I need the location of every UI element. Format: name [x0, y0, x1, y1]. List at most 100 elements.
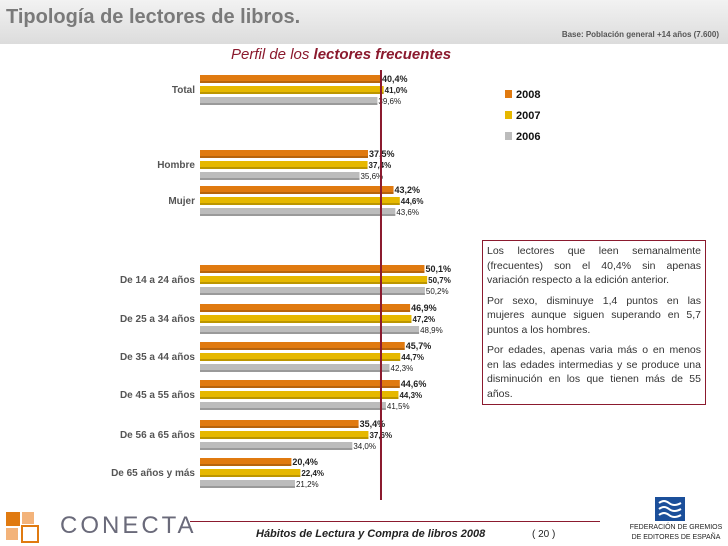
page-number: ( 20 ) [532, 529, 556, 540]
bar-2008-de-65-a-os-y-m-s [200, 458, 292, 466]
bar-2006-de-45-a-55-a-os [200, 402, 386, 410]
bar-shade [200, 214, 396, 216]
bar-2006-hombre [200, 172, 360, 180]
data-label-2007-de-45-a-55-a-os: 44,3% [399, 391, 422, 400]
bar-2006-de-65-a-os-y-m-s [200, 480, 295, 488]
subtitle-emphasis: lectores frecuentes [313, 46, 452, 63]
bar-2008-total [200, 75, 381, 83]
bar-shade [200, 348, 405, 350]
bar-2008-mujer [200, 186, 394, 194]
commentary-box: Los lectores que leen semanalmente (frec… [482, 240, 706, 405]
data-label-2008-de-35-a-44-a-os: 45,7% [406, 341, 432, 351]
data-label-2006-de-45-a-55-a-os: 41,5% [387, 402, 410, 411]
data-label-2008-de-45-a-55-a-os: 44,6% [401, 379, 427, 389]
bar-shade [200, 426, 359, 428]
category-label-de-25-a-34-a-os: De 25 a 34 años [120, 314, 195, 325]
commentary-p1: Los lectores que leen semanalmente (frec… [487, 245, 701, 286]
category-label-total: Total [172, 85, 195, 96]
bar-shade [200, 486, 295, 488]
data-label-2006-de-56-a-65-a-os: 34,0% [353, 442, 376, 451]
category-label-de-35-a-44-a-os: De 35 a 44 años [120, 352, 195, 363]
bar-shade [200, 310, 411, 312]
conecta-logo-icon [6, 512, 39, 543]
bar-2006-de-35-a-44-a-os [200, 364, 390, 372]
bar-shade [200, 408, 386, 410]
page-title: Tipología de lectores de libros. [6, 6, 301, 28]
bar-2007-de-45-a-55-a-os [200, 391, 399, 399]
data-label-2006-total: 39,6% [378, 97, 401, 106]
bar-shade [200, 293, 425, 295]
bar-shade [200, 475, 301, 477]
data-label-2006-de-14-a-24-a-os: 50,2% [426, 287, 449, 296]
bar-2006-de-25-a-34-a-os [200, 326, 420, 334]
bar-2008-de-14-a-24-a-os [200, 265, 425, 273]
bar-2007-de-35-a-44-a-os [200, 353, 401, 361]
category-label-mujer: Mujer [168, 196, 195, 207]
footer-title: Hábitos de Lectura y Compra de libros 20… [256, 528, 486, 540]
bar-2008-hombre [200, 150, 368, 158]
bar-shade [200, 103, 378, 105]
bar-shade [200, 370, 390, 372]
data-label-2007-de-65-a-os-y-m-s: 22,4% [301, 469, 324, 478]
data-label-2007-de-35-a-44-a-os: 44,7% [401, 353, 424, 362]
bar-shade [200, 271, 425, 273]
bar-shade [200, 448, 353, 450]
bar-shade [200, 332, 420, 334]
legend-label-2008: 2008 [516, 89, 540, 101]
chart-subtitle: Perfil de los lectores frecuentes [231, 46, 451, 63]
bar-shade [200, 437, 369, 439]
bar-2007-de-56-a-65-a-os [200, 431, 369, 439]
data-label-2008-de-56-a-65-a-os: 35,4% [360, 419, 386, 429]
data-label-2007-de-25-a-34-a-os: 47,2% [412, 315, 435, 324]
category-label-de-45-a-55-a-os: De 45 a 55 años [120, 390, 195, 401]
data-label-2006-hombre: 35,6% [360, 172, 383, 181]
bar-shade [200, 359, 401, 361]
bar-shade [200, 192, 394, 194]
bar-shade [200, 167, 368, 169]
bar-shade [200, 81, 381, 83]
bar-shade [200, 386, 400, 388]
bar-shade [200, 203, 400, 205]
bar-2008-de-25-a-34-a-os [200, 304, 411, 312]
bar-2008-de-35-a-44-a-os [200, 342, 405, 350]
data-label-2008-de-25-a-34-a-os: 46,9% [411, 303, 437, 313]
bar-2006-de-14-a-24-a-os [200, 287, 425, 295]
data-label-2006-de-25-a-34-a-os: 48,9% [420, 326, 443, 335]
bar-shade [200, 464, 292, 466]
footer-rule [190, 521, 600, 522]
data-label-2008-total: 40,4% [382, 74, 408, 84]
subtitle-prefix: Perfil de los [231, 46, 310, 63]
bar-shade [200, 397, 399, 399]
bar-shade [200, 178, 360, 180]
bar-2007-de-65-a-os-y-m-s [200, 469, 301, 477]
legend-label-2007: 2007 [516, 110, 540, 122]
base-note: Base: Población general +14 años (7.600) [561, 30, 719, 39]
commentary-p2: Por sexo, disminuye 1,4 puntos en las mu… [487, 294, 701, 336]
bar-shade [200, 321, 412, 323]
federation-logo-icon [655, 497, 685, 521]
data-label-2006-mujer: 43,6% [396, 208, 419, 217]
legend-label-2006: 2006 [516, 131, 540, 143]
data-label-2006-de-65-a-os-y-m-s: 21,2% [296, 480, 319, 489]
bar-2007-de-25-a-34-a-os [200, 315, 412, 323]
commentary-p3: Por edades, apenas varia más o en menos … [487, 344, 701, 400]
bar-2007-de-14-a-24-a-os [200, 276, 428, 284]
bar-shade [200, 282, 428, 284]
brand-name: CONECTA [60, 512, 197, 539]
data-label-2008-de-65-a-os-y-m-s: 20,4% [292, 457, 318, 467]
data-label-2006-de-35-a-44-a-os: 42,3% [391, 364, 414, 373]
bar-2006-total [200, 97, 378, 105]
title-bar [0, 0, 728, 44]
bar-2008-de-45-a-55-a-os [200, 380, 400, 388]
category-label-de-56-a-65-a-os: De 56 a 65 años [120, 430, 195, 441]
category-label-de-65-a-os-y-m-s: De 65 años y más [111, 468, 195, 479]
data-label-2008-mujer: 43,2% [395, 185, 421, 195]
bar-2007-total [200, 86, 384, 94]
data-label-2007-de-14-a-24-a-os: 50,7% [428, 276, 451, 285]
data-label-2008-de-14-a-24-a-os: 50,1% [425, 264, 451, 274]
bar-2008-de-56-a-65-a-os [200, 420, 359, 428]
bar-2006-de-56-a-65-a-os [200, 442, 353, 450]
data-label-2007-mujer: 44,6% [401, 197, 424, 206]
bar-shade [200, 92, 384, 94]
bar-2006-mujer [200, 208, 396, 216]
